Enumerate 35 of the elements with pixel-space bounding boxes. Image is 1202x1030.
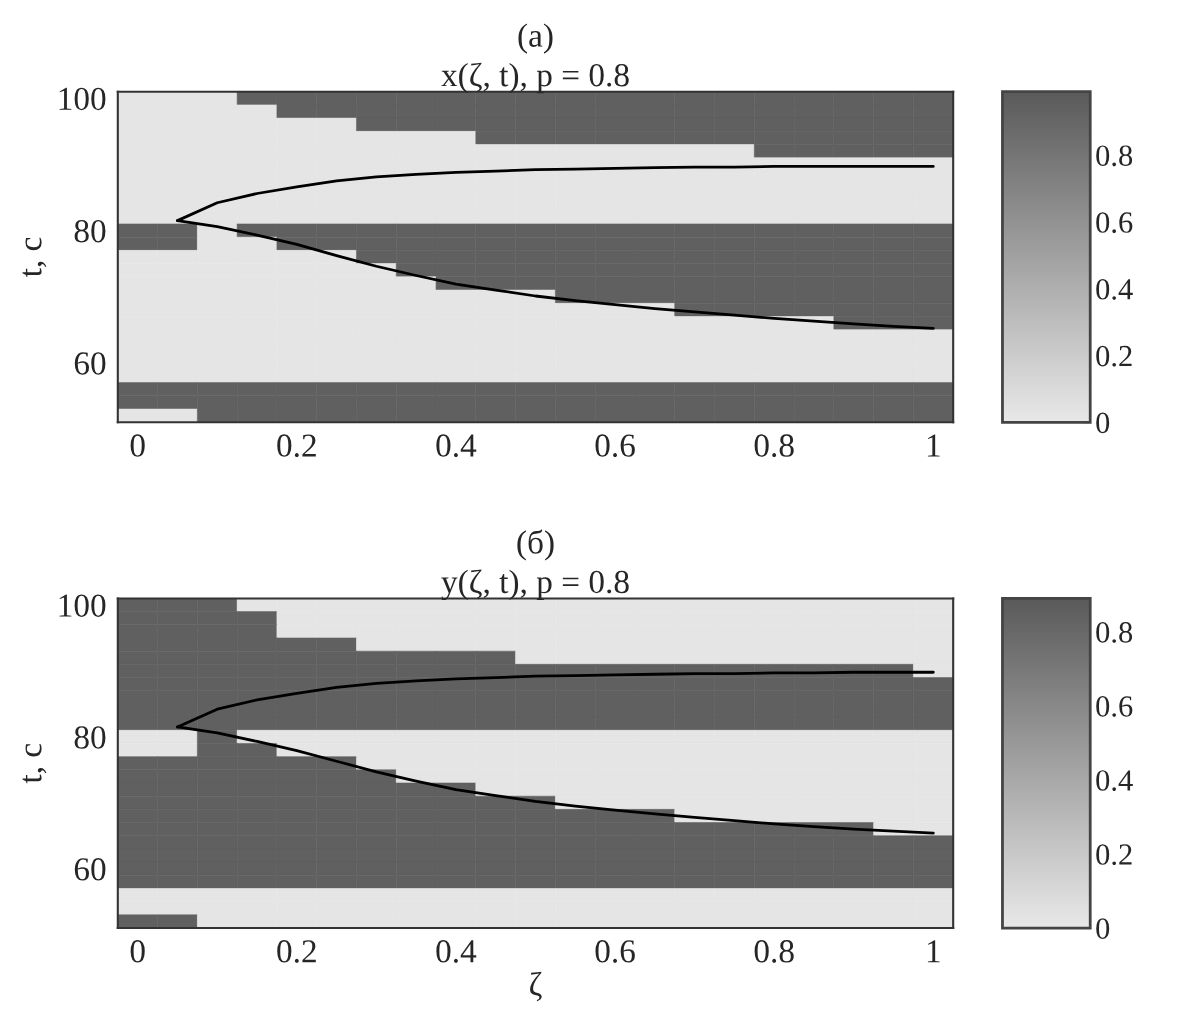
color-bar-label: 0.4 (1096, 770, 1133, 791)
x-tick-label: 0 (130, 940, 145, 963)
x-tick-label: 0.4 (436, 434, 477, 458)
y-tick-label: 80 (74, 219, 106, 243)
x-tick-label: 0.8 (754, 940, 794, 963)
y-axis-title: t, с (22, 743, 47, 784)
x-tick-label: 0 (130, 434, 145, 457)
color-bar-label: 0.2 (1096, 844, 1132, 865)
x-tick-label: 1 (927, 940, 940, 963)
color-bar-label: 0.6 (1096, 212, 1133, 233)
x-tick-label: 0.6 (595, 940, 635, 963)
x-axis-title: ζ (530, 971, 542, 1002)
x-tick-label: 0.2 (277, 434, 316, 458)
x-tick-label: 1 (927, 434, 940, 457)
y-tick-label: 100 (59, 87, 106, 111)
chart-title: (а) (518, 23, 553, 54)
chart-title: (б) (517, 529, 554, 561)
y-tick-label: 60 (74, 858, 106, 881)
color-bar-label: 0 (1096, 918, 1110, 939)
color-bar-label: 0.4 (1096, 278, 1133, 300)
color-bar-label: 0.8 (1096, 622, 1133, 643)
y-tick-label: 80 (74, 726, 106, 749)
x-tick-label: 0.6 (595, 434, 635, 458)
x-tick-label: 0.8 (754, 434, 794, 458)
chart-subtitle: x(ζ, t), p = 0.8 (441, 62, 629, 94)
y-axis-title: t, с (22, 237, 47, 278)
y-tick-label: 60 (74, 352, 106, 375)
x-tick-label: 0.4 (436, 940, 477, 963)
color-bar-label: 0.8 (1096, 145, 1133, 167)
chart-subtitle: y(ζ, t), p = 0.8 (441, 569, 629, 601)
color-bar-label: 0 (1096, 412, 1110, 434)
y-tick-label: 100 (59, 594, 106, 617)
color-bar-label: 0.6 (1096, 696, 1133, 717)
x-tick-label: 0.2 (277, 940, 316, 963)
color-bar-label: 0.2 (1096, 345, 1132, 367)
